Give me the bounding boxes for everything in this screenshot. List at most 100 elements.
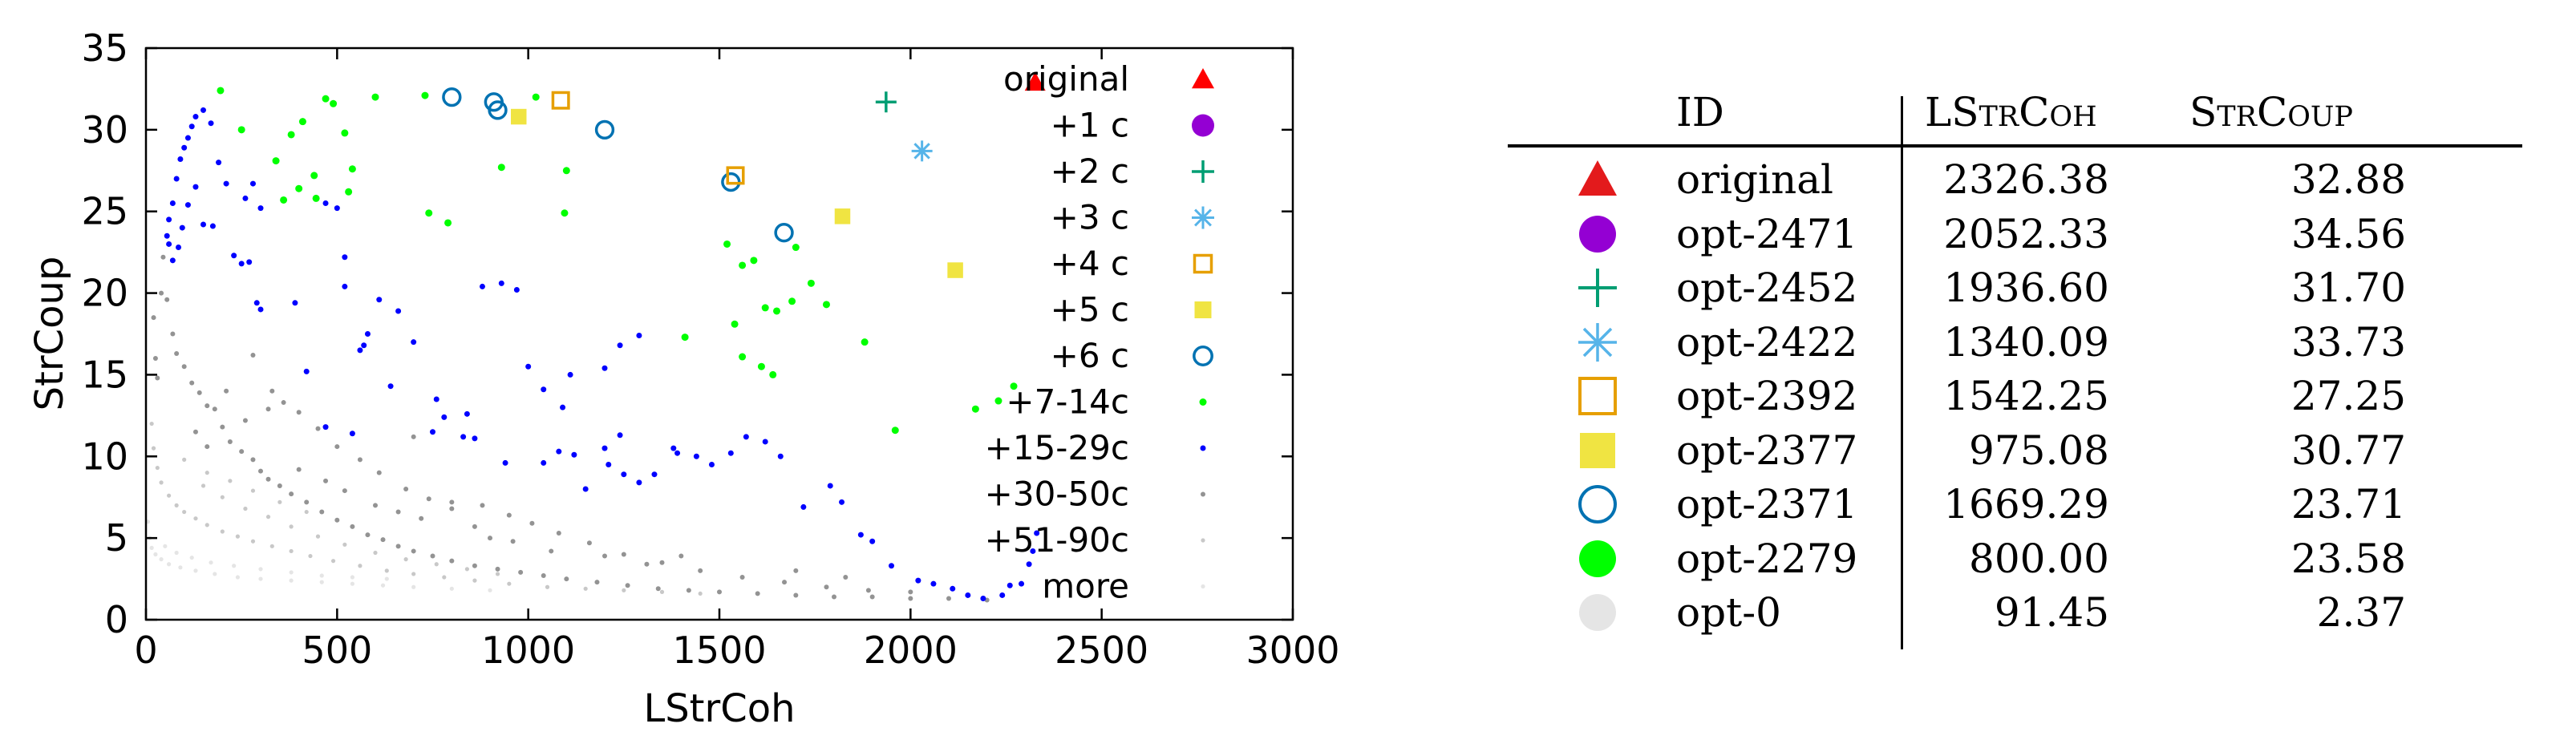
data-point xyxy=(698,591,703,596)
data-point xyxy=(739,575,745,580)
data-point xyxy=(602,553,607,559)
data-point xyxy=(348,165,356,173)
data-point xyxy=(560,404,566,410)
data-point xyxy=(567,371,573,378)
legend-marker xyxy=(1201,538,1205,543)
data-point xyxy=(606,461,612,467)
data-point xyxy=(315,534,321,539)
data-point xyxy=(541,572,546,578)
legend-marker xyxy=(1199,398,1207,406)
data-point xyxy=(380,537,386,543)
data-point xyxy=(361,342,367,349)
data-point xyxy=(480,503,485,508)
data-point xyxy=(304,499,310,505)
data-point xyxy=(727,450,734,456)
data-point xyxy=(525,363,532,370)
data-point xyxy=(495,572,500,576)
data-point xyxy=(365,532,371,538)
data-point xyxy=(1010,382,1018,390)
data-point xyxy=(739,353,747,361)
data-point xyxy=(289,578,294,583)
data-point xyxy=(205,403,210,409)
data-point xyxy=(442,87,462,107)
data-point xyxy=(681,334,689,342)
data-point xyxy=(387,383,394,390)
x-tick-label: 1500 xyxy=(672,629,766,672)
data-point xyxy=(289,524,294,529)
data-point xyxy=(342,254,348,261)
data-point xyxy=(167,493,172,498)
legend-label: +15-29c xyxy=(985,428,1129,467)
data-point xyxy=(289,548,294,554)
row-id: opt-0 xyxy=(1676,589,1781,636)
data-point xyxy=(212,406,217,412)
legend-label: more xyxy=(1042,567,1129,606)
data-point xyxy=(622,588,626,592)
data-point xyxy=(556,448,562,455)
y-axis-title: StrCoup xyxy=(27,257,72,411)
data-point xyxy=(250,352,256,358)
data-point xyxy=(179,224,185,231)
data-point xyxy=(319,580,324,584)
data-point xyxy=(227,439,233,444)
data-point xyxy=(971,405,979,413)
data-point xyxy=(182,457,187,462)
legend-marker xyxy=(1192,160,1214,183)
data-point xyxy=(1030,548,1036,554)
data-point xyxy=(330,99,338,107)
row-id: opt-2371 xyxy=(1676,481,1858,528)
data-point xyxy=(621,471,627,478)
data-point xyxy=(160,254,166,260)
data-point xyxy=(159,480,164,485)
data-point xyxy=(257,205,264,212)
data-point xyxy=(911,140,933,162)
data-point xyxy=(334,517,340,523)
data-point xyxy=(287,131,295,139)
data-point xyxy=(891,427,899,435)
row-lstrcoh: 1669.29 xyxy=(1943,481,2109,528)
data-point xyxy=(594,580,600,585)
data-point xyxy=(403,487,409,492)
data-point xyxy=(488,100,508,120)
data-point xyxy=(777,453,784,459)
data-point xyxy=(875,91,897,113)
data-point xyxy=(174,350,180,356)
data-point xyxy=(674,450,681,456)
legend-marker xyxy=(1192,206,1214,229)
data-point xyxy=(586,540,592,546)
row-lstrcoh: 2052.33 xyxy=(1943,210,2109,257)
data-point xyxy=(192,114,199,120)
data-point xyxy=(617,432,623,439)
data-point xyxy=(507,581,512,586)
data-point xyxy=(792,244,800,252)
data-point xyxy=(1034,530,1040,536)
row-lstrcoh: 800.00 xyxy=(1969,535,2109,582)
row-lstrcoh: 1340.09 xyxy=(1943,318,2109,366)
legend-marker xyxy=(1193,253,1213,274)
data-point xyxy=(269,544,274,548)
data-point xyxy=(449,586,454,591)
data-point xyxy=(857,532,864,538)
data-point xyxy=(659,560,665,565)
data-point xyxy=(169,257,176,264)
data-point xyxy=(822,301,830,309)
data-point xyxy=(757,362,765,370)
row-strcoup: 33.73 xyxy=(2290,318,2406,366)
data-point xyxy=(908,589,913,595)
data-point xyxy=(380,583,386,588)
legend-label: original xyxy=(1003,59,1129,99)
data-point xyxy=(442,575,447,580)
x-tick-label: 500 xyxy=(302,629,372,672)
data-point xyxy=(149,545,154,550)
data-point xyxy=(376,470,382,475)
data-point xyxy=(636,333,642,339)
y-tick-label: 0 xyxy=(105,598,128,641)
square-open-icon xyxy=(1578,377,1617,415)
row-strcoup: 31.70 xyxy=(2290,265,2406,311)
data-point xyxy=(946,596,951,601)
data-point xyxy=(250,457,256,463)
data-point xyxy=(433,396,439,402)
scatter-chart: 0 500 1000 1500 2000 2500 3000 0 5 10 15 20 25 30 35 o… xyxy=(27,26,1340,731)
row-lstrcoh: 975.08 xyxy=(1969,427,2109,474)
optimization-table: ID LStrCoh StrCoup original 2326.38 32.88 o… xyxy=(1508,72,2522,649)
